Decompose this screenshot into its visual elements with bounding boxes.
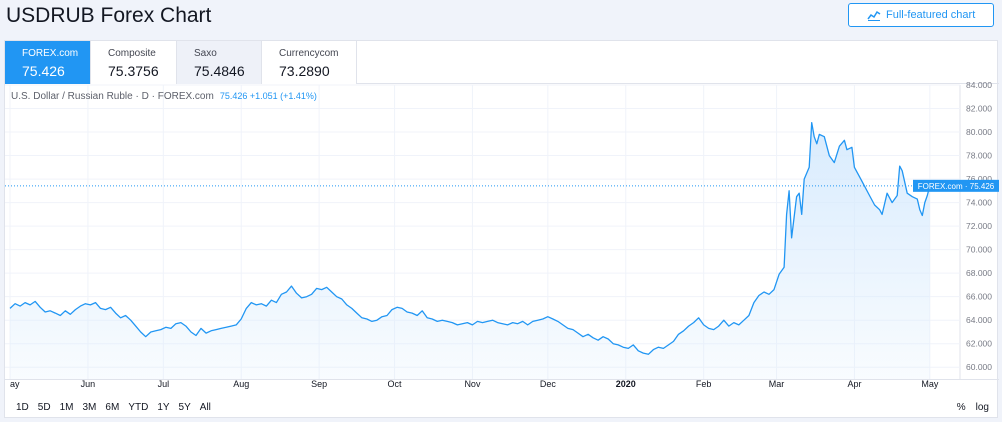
period-button-3m[interactable]: 3M <box>82 402 97 413</box>
page-title: USDRUB Forex Chart <box>6 4 212 27</box>
y-tick-label: 62.000 <box>966 339 992 349</box>
x-tick-label: 2020 <box>616 379 636 389</box>
scale-selector: % log <box>957 402 989 413</box>
period-button-1m[interactable]: 1M <box>59 402 74 413</box>
series-line <box>9 121 931 355</box>
tab-value: 75.4846 <box>194 63 245 79</box>
x-tick-label: Nov <box>464 379 481 389</box>
tab-name: Composite <box>108 48 156 59</box>
x-tick-label: Aug <box>233 379 249 389</box>
tab-composite[interactable]: Composite 75.3756 <box>91 41 177 84</box>
last-price-tag-bg <box>913 179 999 192</box>
period-button-1d[interactable]: 1D <box>16 402 29 413</box>
period-button-ytd[interactable]: YTD <box>128 402 149 413</box>
exchange-tabs: FOREX.com 75.426 Composite 75.3756 Saxo … <box>5 41 357 84</box>
percent-scale-button[interactable]: % <box>956 402 966 413</box>
full-featured-chart-button[interactable]: Full-featured chart <box>848 3 994 27</box>
tab-name: Currencycom <box>279 48 339 59</box>
tabs-divider <box>357 83 999 84</box>
legend-symbol: U.S. Dollar / Russian Ruble · D · FOREX.… <box>11 91 214 102</box>
period-selector: 1D 5D 1M 3M 6M YTD 1Y 5Y All <box>16 402 220 413</box>
price-chart[interactable]: 60.000 62.000 64.000 66.000 68.000 70.000 72.0… <box>5 41 999 419</box>
y-tick-label: 74.000 <box>966 198 992 208</box>
x-tick-label: Mar <box>769 379 785 389</box>
y-tick-label: 60.000 <box>966 362 992 372</box>
x-tick-label: Sep <box>311 379 327 389</box>
last-price-tag: FOREX.com · 75.426 <box>918 182 995 191</box>
x-tick-label: ay <box>10 379 20 389</box>
tab-currencycom[interactable]: Currencycom 73.2890 <box>262 41 357 84</box>
y-tick-label: 76.000 <box>966 174 992 184</box>
x-tick-label: Feb <box>696 379 712 389</box>
log-scale-button[interactable]: log <box>975 402 989 413</box>
tab-name: Saxo <box>194 48 217 59</box>
legend-change: 75.426 +1.051 (+1.41%) <box>219 91 317 101</box>
tab-value: 75.426 <box>22 63 65 79</box>
y-tick-label: 82.000 <box>966 104 992 114</box>
tab-value: 75.3756 <box>108 63 159 79</box>
y-tick-label: 78.000 <box>966 151 992 161</box>
x-tick-label: Oct <box>388 379 403 389</box>
period-button-5y[interactable]: 5Y <box>178 402 191 413</box>
y-tick-label: 66.000 <box>966 292 992 302</box>
x-tick-label: Jul <box>158 379 170 389</box>
period-button-all[interactable]: All <box>199 402 211 413</box>
tab-name: FOREX.com <box>22 48 79 59</box>
x-tick-label: Jun <box>81 379 96 389</box>
x-tick-label: Dec <box>540 379 557 389</box>
y-tick-label: 64.000 <box>966 315 992 325</box>
x-tick-label: Apr <box>847 379 861 389</box>
tab-value: 73.2890 <box>279 63 330 79</box>
chart-legend: U.S. Dollar / Russian Ruble · D · FOREX.… <box>11 91 317 102</box>
tab-forex-com[interactable]: FOREX.com 75.426 <box>5 41 91 84</box>
y-tick-label: 84.000 <box>966 80 992 90</box>
chart-line-icon <box>867 10 881 21</box>
full-featured-chart-label: Full-featured chart <box>886 9 976 21</box>
chart-widget: FOREX.com 75.426 Composite 75.3756 Saxo … <box>4 40 999 419</box>
y-tick-label: 80.000 <box>966 127 992 137</box>
y-tick-label: 68.000 <box>966 268 992 278</box>
period-button-6m[interactable]: 6M <box>105 402 120 413</box>
period-button-5d[interactable]: 5D <box>37 402 51 413</box>
x-tick-label: May <box>921 379 939 389</box>
y-tick-label: 70.000 <box>966 245 992 255</box>
tab-saxo[interactable]: Saxo 75.4846 <box>177 41 262 84</box>
period-button-1y[interactable]: 1Y <box>157 402 170 413</box>
y-tick-label: 72.000 <box>966 221 992 231</box>
series-area <box>10 122 930 379</box>
